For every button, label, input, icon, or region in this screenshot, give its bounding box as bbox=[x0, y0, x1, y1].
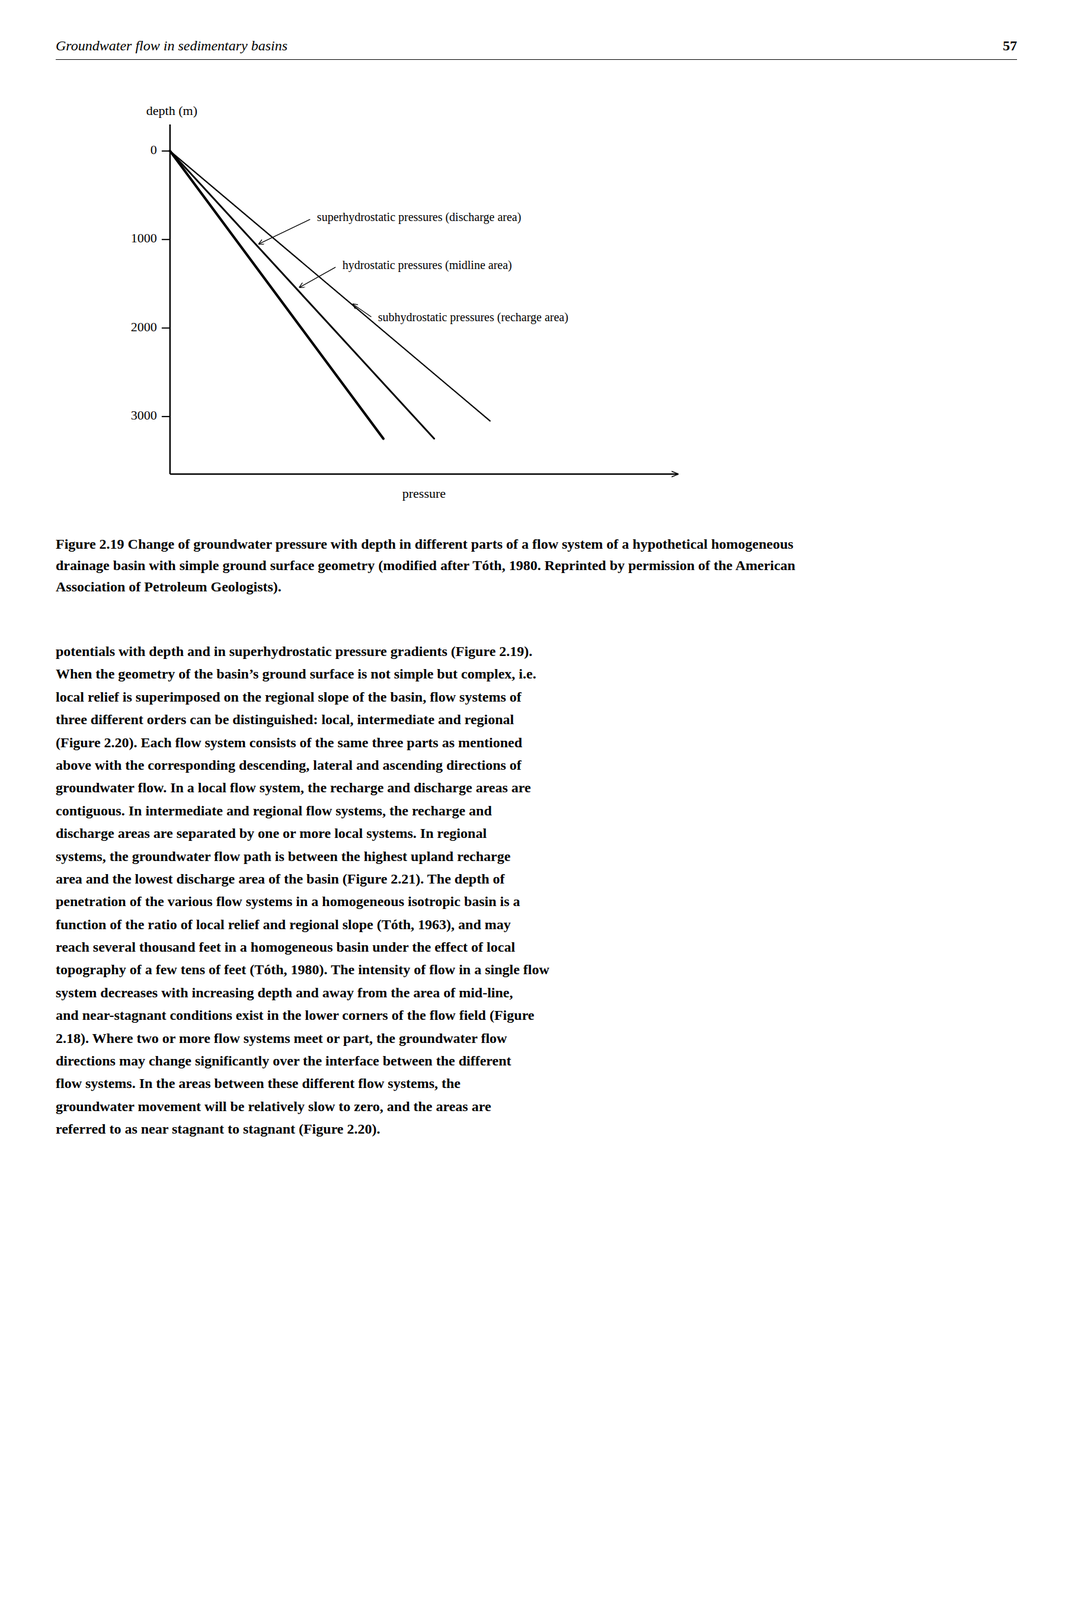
body-line: system decreases with increasing depth a… bbox=[55, 981, 1018, 1004]
body-line: groundwater flow. In a local flow system… bbox=[55, 776, 1018, 799]
annotation: subhydrostatic pressures (recharge area) bbox=[378, 310, 569, 325]
body-line: function of the ratio of local relief an… bbox=[55, 913, 1018, 936]
page-number: 57 bbox=[1002, 37, 1018, 54]
annotation: superhydrostatic pressures (discharge ar… bbox=[317, 210, 522, 225]
body-line: When the geometry of the basin’s ground … bbox=[55, 662, 1018, 686]
page-header: Groundwater flow in sedimentary basins 5… bbox=[55, 35, 1018, 60]
header-left: Groundwater flow in sedimentary basins bbox=[55, 37, 288, 54]
y-tick bbox=[161, 238, 171, 241]
x-axis-label: pressure bbox=[402, 485, 446, 501]
annotation: hydrostatic pressures (midline area) bbox=[342, 258, 513, 273]
annotation-arrow bbox=[352, 304, 372, 318]
body-line: topography of a few tens of feet (Tóth, … bbox=[55, 958, 1018, 981]
body-line: local relief is superimposed on the regi… bbox=[55, 685, 1018, 709]
body-line: area and the lowest discharge area of th… bbox=[55, 867, 1018, 891]
chart: 0 1000 2000 3000 depth (m) pressure superhydro… bbox=[55, 88, 738, 530]
annotation-arrow bbox=[258, 219, 310, 245]
body-line: groundwater movement will be relatively … bbox=[55, 1095, 1018, 1118]
y-tick-label: 3000 bbox=[130, 407, 158, 423]
body-line: directions may change significantly over… bbox=[55, 1049, 1018, 1073]
body-line: systems, the groundwater flow path is be… bbox=[55, 845, 1018, 868]
y-tick bbox=[161, 327, 171, 329]
pressure-line bbox=[170, 151, 384, 439]
y-tick bbox=[161, 416, 171, 418]
body-line: discharge areas are separated by one or … bbox=[55, 822, 1018, 845]
chart-svg: 0 1000 2000 3000 depth (m) pressure superhydro… bbox=[55, 88, 738, 528]
body-line: potentials with depth and in superhydros… bbox=[55, 640, 1018, 663]
body-line: above with the corresponding descending,… bbox=[55, 753, 1018, 777]
body-text: potentials with depth and in superhydros… bbox=[55, 640, 1018, 1141]
y-tick-label: 2000 bbox=[130, 319, 158, 335]
x-axis-line bbox=[170, 473, 679, 476]
pressure-line bbox=[170, 151, 435, 439]
y-axis-line bbox=[169, 124, 172, 475]
figure-caption: Figure 2.19 Change of groundwater pressu… bbox=[55, 533, 827, 598]
body-line: referred to as near stagnant to stagnant… bbox=[55, 1117, 1018, 1141]
body-line: 2.18). Where two or more flow systems me… bbox=[55, 1027, 1018, 1050]
y-axis-label: depth (m) bbox=[146, 103, 198, 118]
pressure-line bbox=[170, 151, 491, 422]
plot-area bbox=[170, 151, 491, 439]
annotation-arrow bbox=[299, 267, 336, 288]
body-line: penetration of the various flow systems … bbox=[55, 890, 1018, 913]
body-line: and near-stagnant conditions exist in th… bbox=[55, 1003, 1018, 1027]
body-line: three different orders can be distinguis… bbox=[55, 708, 1018, 731]
body-line: (Figure 2.20). Each flow system consists… bbox=[55, 731, 1018, 754]
body-line: flow systems. In the areas between these… bbox=[55, 1072, 1018, 1095]
y-tick-label: 0 bbox=[150, 142, 158, 158]
y-tick-label: 1000 bbox=[130, 230, 158, 246]
body-line: reach several thousand feet in a homogen… bbox=[55, 935, 1018, 959]
body-line: contiguous. In intermediate and regional… bbox=[55, 799, 1018, 823]
